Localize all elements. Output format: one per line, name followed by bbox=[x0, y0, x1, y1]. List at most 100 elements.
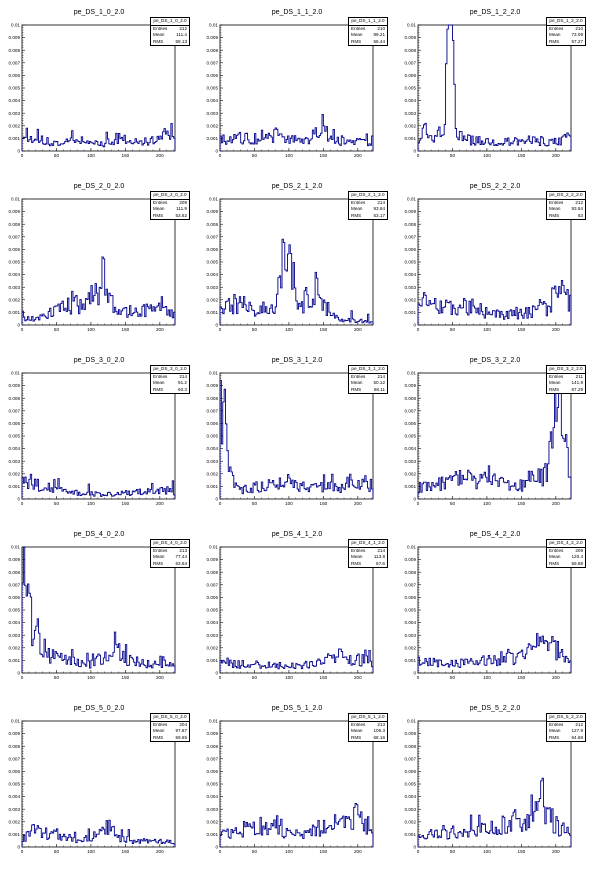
stats-label: Mean bbox=[351, 728, 363, 734]
chart-title: pe_DS_3_1_2.0 bbox=[271, 357, 323, 364]
x-tick-label: 200 bbox=[156, 327, 164, 332]
histogram-plot: 0 0.001 0.002 0.003 0.004 0.005 0.006 0.007 0.00… bbox=[405, 719, 572, 854]
stats-label: Mean bbox=[351, 32, 363, 38]
stats-box-title: pe_DS_2_1_2.0 bbox=[349, 192, 387, 200]
histogram-panel: pe_DS_2_2_2.0 0 0.001 0.002 0.003 0.004 0.005 0… bbox=[396, 174, 594, 348]
stats-box: pe_DS_4_2_2.0 Entries 209 Mean 120.4 RMS 59.88 bbox=[546, 539, 586, 569]
stats-value: 50.12 bbox=[373, 380, 386, 386]
histogram-line bbox=[21, 123, 176, 151]
x-tick-label: 200 bbox=[552, 153, 560, 158]
x-tick-label: 200 bbox=[354, 675, 362, 680]
y-tick-label: 0.002 bbox=[405, 297, 417, 302]
y-tick-label: 0 bbox=[17, 149, 20, 154]
y-tick-label: 0.002 bbox=[9, 471, 21, 476]
stats-row-entries: Entries 214 bbox=[151, 374, 189, 381]
chart-title: pe_DS_5_2_2.0 bbox=[469, 705, 521, 712]
x-tick-label: 0 bbox=[219, 849, 222, 854]
stats-value: 209 bbox=[575, 547, 583, 553]
stats-label: Mean bbox=[153, 32, 165, 38]
y-tick-label: 0.003 bbox=[405, 807, 417, 812]
y-tick-label: 0.005 bbox=[405, 86, 417, 91]
histogram-panel: pe_DS_3_0_2.0 0 0.001 0.002 0.003 0.004 0.005 0… bbox=[0, 348, 198, 522]
y-tick-label: 0.003 bbox=[9, 285, 21, 290]
y-tick-label: 0.01 bbox=[209, 719, 218, 724]
y-tick-label: 0 bbox=[413, 671, 416, 676]
histogram-line bbox=[417, 279, 572, 325]
y-tick-label: 0.005 bbox=[207, 86, 219, 91]
y-tick-label: 0.002 bbox=[405, 819, 417, 824]
y-tick-label: 0.001 bbox=[9, 136, 21, 141]
histogram-panel: pe_DS_2_1_2.0 0 0.001 0.002 0.003 0.004 0.005 0… bbox=[198, 174, 396, 348]
y-tick-label: 0.004 bbox=[9, 446, 21, 451]
x-tick-label: 150 bbox=[320, 675, 328, 680]
y-tick-label: 0.001 bbox=[207, 310, 219, 315]
stats-row-mean: Mean 97.87 bbox=[151, 728, 189, 735]
chart-title: pe_DS_3_2_2.0 bbox=[469, 357, 521, 364]
histogram-plot: 0 0.001 0.002 0.003 0.004 0.005 0.006 0.007 0.00… bbox=[207, 719, 374, 854]
stats-label: Mean bbox=[549, 728, 561, 734]
stats-row-mean: Mean 93.84 bbox=[547, 206, 585, 213]
x-tick-label: 0 bbox=[417, 849, 420, 854]
chart-title: pe_DS_5_0_2.0 bbox=[73, 705, 125, 712]
stats-row-rms: RMS 57.27 bbox=[547, 39, 585, 46]
y-tick-label: 0.001 bbox=[207, 136, 219, 141]
y-tick-label: 0.005 bbox=[207, 608, 219, 613]
stats-value: 214 bbox=[179, 373, 187, 379]
y-tick-label: 0.007 bbox=[9, 60, 21, 65]
stats-value: 210 bbox=[377, 25, 385, 31]
chart-title: pe_DS_4_2_2.0 bbox=[469, 531, 521, 538]
stats-row-entries: Entries 204 bbox=[151, 722, 189, 729]
stats-label: Mean bbox=[153, 206, 165, 212]
y-tick-label: 0.006 bbox=[207, 595, 219, 600]
stats-box-title: pe_DS_2_2_2.0 bbox=[547, 192, 585, 200]
stats-label: Mean bbox=[351, 380, 363, 386]
stats-box-title: pe_DS_5_0_2.0 bbox=[151, 714, 189, 722]
stats-row-rms: RMS 63.64 bbox=[151, 561, 189, 568]
y-tick-label: 0.009 bbox=[207, 209, 219, 214]
stats-label: Entries bbox=[351, 547, 366, 553]
y-tick-label: 0.003 bbox=[9, 459, 21, 464]
histogram-plot: 0 0.001 0.002 0.003 0.004 0.005 0.006 0.007 0.00… bbox=[405, 545, 572, 680]
y-tick-label: 0 bbox=[215, 497, 218, 502]
chart-title: pe_DS_4_1_2.0 bbox=[271, 531, 323, 538]
stats-value: 204 bbox=[179, 721, 187, 727]
x-tick-label: 50 bbox=[450, 327, 456, 332]
chart-title: pe_DS_1_0_2.0 bbox=[73, 9, 125, 16]
stats-label: RMS bbox=[351, 386, 362, 392]
stats-box-title: pe_DS_3_1_2.0 bbox=[349, 366, 387, 374]
y-tick-label: 0.003 bbox=[9, 807, 21, 812]
x-tick-label: 0 bbox=[219, 327, 222, 332]
stats-value: 212 bbox=[575, 199, 583, 205]
histogram-line bbox=[417, 777, 572, 847]
y-tick-label: 0.001 bbox=[405, 136, 417, 141]
histogram-panel: pe_DS_5_0_2.0 0 0.001 0.002 0.003 0.004 0.005 0… bbox=[0, 696, 198, 870]
x-tick-label: 200 bbox=[552, 849, 560, 854]
stats-box: pe_DS_2_1_2.0 Entries 214 Mean 93.84 RMS 53.17 bbox=[348, 191, 388, 221]
histogram-plot: 0 0.001 0.002 0.003 0.004 0.005 0.006 0.007 0.00… bbox=[405, 23, 572, 158]
y-tick-label: 0.003 bbox=[9, 633, 21, 638]
y-tick-label: 0.007 bbox=[207, 60, 219, 65]
stats-label: RMS bbox=[549, 560, 560, 566]
stats-value: 212 bbox=[575, 721, 583, 727]
y-tick-label: 0.001 bbox=[405, 484, 417, 489]
stats-row-entries: Entries 212 bbox=[151, 26, 189, 33]
y-tick-label: 0.007 bbox=[207, 756, 219, 761]
y-tick-label: 0 bbox=[17, 671, 20, 676]
y-tick-label: 0.004 bbox=[405, 446, 417, 451]
y-tick-label: 0.008 bbox=[207, 222, 219, 227]
y-tick-label: 0.01 bbox=[407, 719, 416, 724]
y-tick-label: 0.009 bbox=[207, 557, 219, 562]
x-tick-label: 0 bbox=[219, 675, 222, 680]
stats-value: 209 bbox=[179, 199, 187, 205]
x-tick-label: 200 bbox=[354, 849, 362, 854]
chart-title: pe_DS_2_1_2.0 bbox=[271, 183, 323, 190]
y-tick-label: 0.009 bbox=[9, 209, 21, 214]
x-tick-label: 100 bbox=[483, 849, 491, 854]
y-tick-label: 0.007 bbox=[405, 408, 417, 413]
stats-row-entries: Entries 214 bbox=[349, 548, 387, 555]
y-tick-label: 0.009 bbox=[405, 209, 417, 214]
stats-row-mean: Mean 106.3 bbox=[349, 728, 387, 735]
y-tick-label: 0.005 bbox=[9, 434, 21, 439]
x-tick-label: 150 bbox=[518, 849, 526, 854]
x-tick-label: 0 bbox=[21, 675, 24, 680]
